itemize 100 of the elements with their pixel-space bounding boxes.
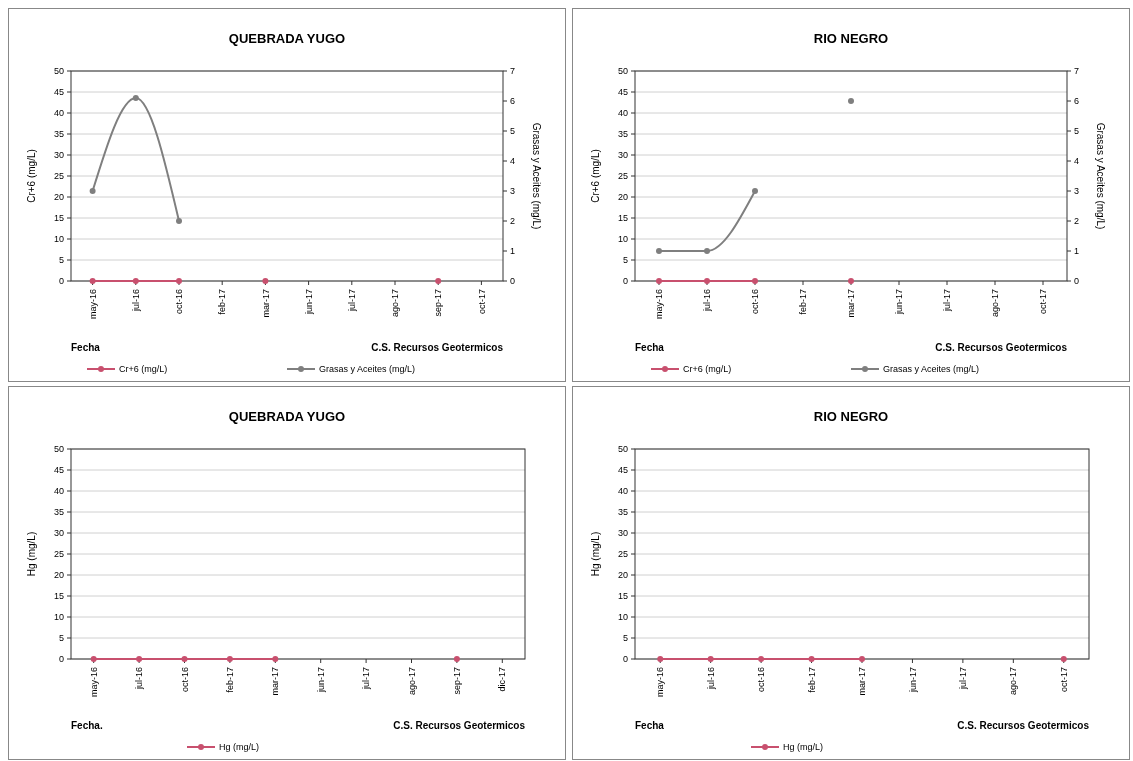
- x-axis-title: Fecha.: [71, 720, 103, 731]
- y-tick-label: 0: [622, 654, 628, 665]
- y-tick-label: 50: [617, 66, 628, 77]
- y2-tick-label: 7: [510, 66, 516, 77]
- y-tick-label: 40: [53, 486, 64, 497]
- y-tick-label: 25: [53, 171, 64, 182]
- x-tick-label: jun-17: [315, 667, 326, 694]
- y-tick-label: 30: [53, 150, 64, 161]
- y2-tick-label: 1: [510, 246, 516, 257]
- x-tick-label: may-16: [655, 667, 666, 698]
- y-tick-label: 15: [617, 591, 628, 602]
- text: C.S. Recursos Geotermicos: [935, 342, 1068, 353]
- x-tick-label: sep-17: [433, 289, 444, 317]
- y-tick-label: 50: [53, 444, 64, 455]
- y2-tick-label: 3: [510, 186, 516, 197]
- y-axis-title: Cr+6 (mg/L): [590, 149, 601, 203]
- x-tick-label: jul-16: [705, 667, 716, 691]
- x-tick-label: jul-16: [130, 289, 141, 313]
- y-tick-label: 10: [53, 612, 64, 623]
- point: [176, 218, 182, 224]
- y2-tick-label: 6: [510, 96, 516, 107]
- x-tick-label: feb-17: [806, 667, 817, 693]
- x-tick-label: mar-17: [260, 289, 271, 318]
- x-tick-label: may-16: [654, 289, 665, 320]
- x-tick-label: jul-17: [346, 289, 357, 313]
- legend-label: Hg (mg/L): [219, 742, 260, 753]
- y-tick-label: 50: [53, 66, 64, 77]
- x-tick-label: jul-16: [134, 667, 145, 691]
- x-tick-label: mar-17: [270, 667, 281, 696]
- x-tick-label: oct-16: [174, 289, 185, 315]
- y2-tick-label: 2: [510, 216, 516, 227]
- y2-tick-label: 0: [1074, 276, 1080, 287]
- y-tick-label: 45: [53, 465, 64, 476]
- x-tick-label: jul-17: [942, 289, 953, 313]
- x-tick-label: sep-17: [452, 667, 463, 695]
- y-tick-label: 30: [617, 528, 628, 539]
- x-tick-label: jul-16: [702, 289, 713, 313]
- y-tick-label: 20: [53, 570, 64, 581]
- point: [132, 95, 139, 101]
- y-tick-label: 0: [58, 654, 64, 665]
- x-axis-title: Fecha: [635, 342, 665, 353]
- legend-label: Cr+6 (mg/L): [683, 364, 732, 375]
- y-axis-title: Cr+6 (mg/L): [26, 149, 37, 203]
- y2-tick-label: 5: [1074, 126, 1080, 137]
- y-tick-label: 15: [53, 591, 64, 602]
- x-tick-label: may-16: [88, 667, 99, 698]
- y-tick-label: 20: [617, 570, 628, 581]
- chart-title: RIO NEGRO: [813, 409, 889, 424]
- y-tick-label: 15: [53, 213, 64, 224]
- x-tick-label: feb-17: [217, 289, 228, 315]
- x-tick-label: feb-17: [798, 289, 809, 315]
- y-tick-label: 0: [622, 276, 628, 287]
- legend-label: Cr+6 (mg/L): [119, 364, 168, 375]
- text: C.S. Recursos Geotermicos: [957, 720, 1090, 731]
- x-tick-label: feb-17: [225, 667, 236, 693]
- y-tick-label: 10: [53, 234, 64, 245]
- x-tick-label: oct-16: [179, 667, 190, 693]
- y-tick-label: 30: [53, 528, 64, 539]
- y-tick-label: 0: [58, 276, 64, 287]
- x-tick-label: oct-16: [756, 667, 767, 693]
- y2-tick-label: 0: [510, 276, 516, 287]
- x-tick-label: ago-17: [406, 667, 417, 696]
- x-axis-title: Fecha: [635, 720, 665, 731]
- x-tick-label: dic-17: [497, 667, 508, 692]
- y-tick-label: 5: [58, 633, 64, 644]
- legend-label: Grasas y Aceites (mg/L): [883, 364, 980, 375]
- y2-tick-label: 4: [510, 156, 516, 167]
- y-tick-label: 25: [617, 549, 628, 560]
- x-tick-label: oct-17: [476, 289, 487, 315]
- y-tick-label: 25: [617, 171, 628, 182]
- y-tick-label: 35: [617, 129, 628, 140]
- point: [704, 248, 710, 254]
- point: [752, 188, 758, 194]
- legend-label: Grasas y Aceites (mg/L): [319, 364, 416, 375]
- y2-tick-label: 6: [1074, 96, 1080, 107]
- x-tick-label: may-16: [87, 289, 98, 320]
- y-tick-label: 25: [53, 549, 64, 560]
- y-tick-label: 15: [617, 213, 628, 224]
- x-tick-label: mar-17: [857, 667, 868, 696]
- point: [656, 248, 662, 254]
- x-tick-label: jul-17: [361, 667, 372, 691]
- y-tick-label: 10: [617, 234, 628, 245]
- y2-axis-title: Grasas y Aceites (mg/L): [531, 122, 542, 230]
- x-tick-label: jun-17: [894, 289, 905, 316]
- y-tick-label: 30: [617, 150, 628, 161]
- y2-axis-title: Grasas y Aceites (mg/L): [1095, 122, 1106, 230]
- y2-tick-label: 4: [1074, 156, 1080, 167]
- chart-title: QUEBRADA YUGO: [228, 31, 346, 46]
- y2-tick-label: 5: [510, 126, 516, 137]
- point: [848, 98, 854, 104]
- y2-tick-label: 2: [1074, 216, 1080, 227]
- y2-tick-label: 7: [1074, 66, 1080, 77]
- y-tick-label: 35: [53, 507, 64, 518]
- x-tick-label: jun-17: [907, 667, 918, 694]
- x-tick-label: oct-17: [1038, 289, 1049, 315]
- y-tick-label: 45: [617, 465, 628, 476]
- y-tick-label: 40: [617, 486, 628, 497]
- y2-tick-label: 3: [1074, 186, 1080, 197]
- y-tick-label: 10: [617, 612, 628, 623]
- x-axis-title: Fecha: [71, 342, 101, 353]
